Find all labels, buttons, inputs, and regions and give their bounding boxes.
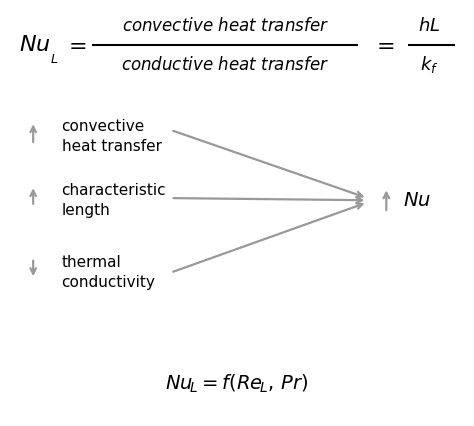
Text: $\it{conductive\ heat\ transfer}$: $\it{conductive\ heat\ transfer}$ bbox=[121, 56, 329, 74]
Text: convective
heat transfer: convective heat transfer bbox=[62, 119, 162, 154]
Text: $\it{L}$: $\it{L}$ bbox=[50, 53, 58, 66]
Text: $\it{Nu}$: $\it{Nu}$ bbox=[403, 191, 431, 210]
Text: $=$: $=$ bbox=[64, 35, 87, 55]
Text: $\it{Nu}_{\!\it{L}}=\it{f}(\it{Re}_{\!\it{L}},\,\it{Pr})$: $\it{Nu}_{\!\it{L}}=\it{f}(\it{Re}_{\!\i… bbox=[165, 372, 309, 394]
Text: $\it{convective\ heat\ transfer}$: $\it{convective\ heat\ transfer}$ bbox=[122, 17, 328, 35]
Text: $\it{Nu}$: $\it{Nu}$ bbox=[19, 35, 51, 55]
Text: characteristic
length: characteristic length bbox=[62, 183, 166, 218]
Text: thermal
conductivity: thermal conductivity bbox=[62, 255, 155, 290]
Text: $=$: $=$ bbox=[372, 35, 395, 55]
Text: $\it{k}_{\it{f}}$: $\it{k}_{\it{f}}$ bbox=[420, 54, 438, 75]
Text: $\it{hL}$: $\it{hL}$ bbox=[418, 17, 440, 35]
